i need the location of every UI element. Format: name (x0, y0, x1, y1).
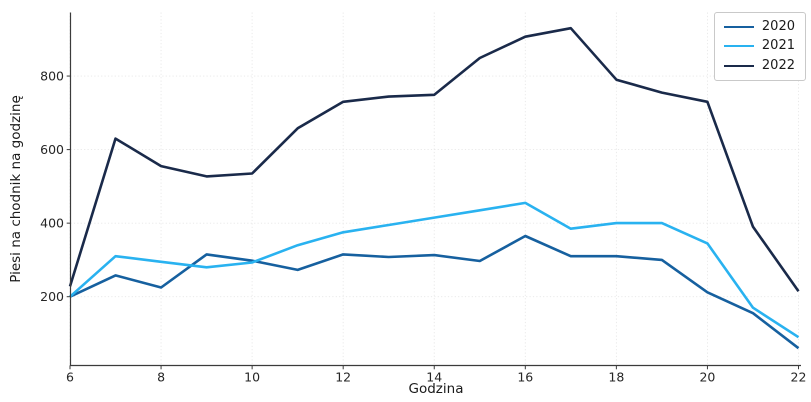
y-tick-label: 800 (40, 68, 64, 83)
x-tick-label: 20 (699, 370, 715, 385)
x-tick-label: 6 (66, 370, 74, 385)
axis-ticks (66, 75, 799, 370)
legend-label: 2022 (761, 57, 795, 73)
y-tick-label: 400 (40, 215, 64, 230)
x-tick-label: 10 (244, 370, 260, 385)
x-tick-label: 14 (426, 370, 442, 385)
y-tick-label: 600 (40, 142, 64, 157)
axis-spines (69, 12, 801, 367)
legend-label: 2021 (761, 38, 795, 54)
y-axis-label: Piesi na chodnik na godzinę (8, 95, 24, 283)
x-tick-label: 22 (791, 370, 807, 385)
x-tick-label: 16 (517, 370, 533, 385)
axis-tick-labels: 6 8 10 12 14 16 18 20 22 200 400 600 800 (40, 68, 806, 384)
data-series-lines (68, 26, 800, 350)
gridlines (69, 12, 801, 366)
legend-line-swatch (723, 64, 754, 67)
legend: 2020 2021 2022 (713, 12, 806, 81)
x-axis-label: Godzina (408, 381, 464, 397)
legend-line-swatch (723, 26, 754, 29)
x-tick-label: 12 (335, 370, 351, 385)
series-line-2022 (68, 26, 800, 292)
x-tick-label: 8 (157, 370, 165, 385)
y-tick-label: 200 (40, 289, 64, 304)
x-tick-label: 18 (608, 370, 624, 385)
legend-row-2022: 2022 (723, 57, 795, 73)
legend-label: 2020 (761, 19, 795, 34)
legend-row-2021: 2021 (723, 38, 795, 54)
legend-line-swatch (723, 45, 754, 48)
legend-row-2020: 2020 (723, 19, 795, 34)
series-line-2021 (69, 201, 800, 339)
